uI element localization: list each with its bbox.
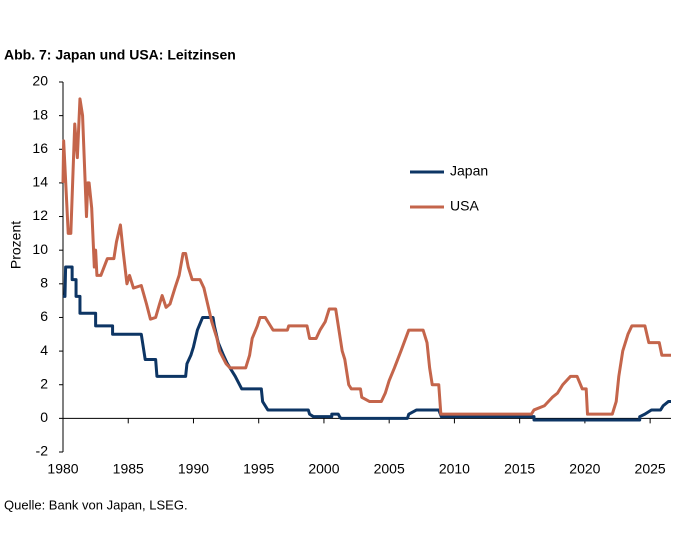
x-tick-label: 1985 (113, 461, 144, 477)
y-tick-label: 6 (40, 308, 48, 324)
y-tick-label: -2 (36, 443, 49, 459)
x-tick-label: 2000 (308, 461, 339, 477)
x-tick-label: 1995 (243, 461, 274, 477)
y-tick-label: 20 (32, 73, 48, 89)
x-tick-label: 2005 (374, 461, 405, 477)
y-tick-label: 18 (32, 106, 48, 122)
y-tick-label: 8 (40, 275, 48, 291)
y-tick-label: 14 (32, 174, 48, 190)
y-tick-label: 2 (40, 375, 48, 391)
line-series (63, 265, 671, 422)
chart-title: Abb. 7: Japan und USA: Leitzinsen (4, 47, 236, 63)
y-tick-label: 10 (32, 241, 48, 257)
x-tick-label: 2015 (504, 461, 535, 477)
y-axis-label: Prozent (8, 221, 24, 269)
x-tick-label: 2010 (439, 461, 470, 477)
x-tick-label: 1980 (47, 461, 78, 477)
x-tick-label: 2025 (635, 461, 666, 477)
legend-label: Japan (450, 163, 488, 179)
y-tick-label: 0 (40, 409, 48, 425)
legend-label: USA (450, 198, 479, 214)
y-tick-label: 12 (32, 207, 48, 223)
x-tick-label: 2020 (569, 461, 600, 477)
x-tick-label: 1990 (178, 461, 209, 477)
y-tick-label: 16 (32, 140, 48, 156)
line-series (61, 97, 671, 416)
source-note: Quelle: Bank von Japan, LSEG. (4, 497, 188, 512)
y-tick-label: 4 (40, 342, 48, 358)
